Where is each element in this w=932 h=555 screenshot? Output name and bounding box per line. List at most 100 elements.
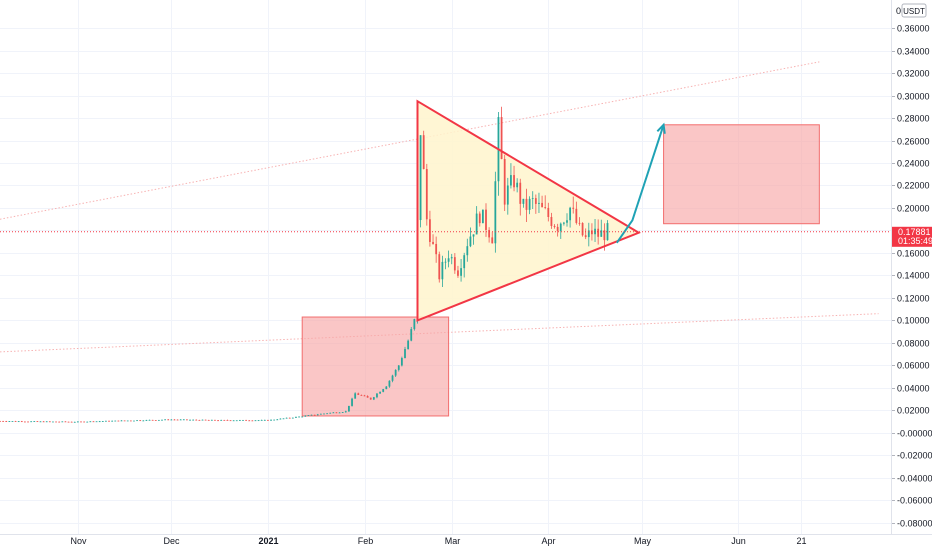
candle-body (422, 135, 425, 170)
projection-arrow-head (656, 122, 666, 134)
candle-body (129, 420, 132, 422)
candle-body (170, 419, 173, 421)
candle-body (179, 419, 182, 421)
candle-body (404, 349, 406, 359)
candle-body (167, 419, 170, 421)
price-tick-label: -0.08000 (897, 519, 932, 529)
candle-body (544, 207, 547, 208)
price-tick-label: -0.06000 (897, 496, 932, 506)
time-tick-label: Dec (163, 536, 180, 546)
candle-body (407, 340, 410, 350)
candle-body (478, 213, 481, 224)
candle-body (291, 417, 294, 419)
candle-body (267, 419, 269, 421)
candle-body (457, 270, 459, 276)
candle-body (432, 241, 434, 244)
candle-body (210, 419, 213, 421)
projection-arrow[interactable] (615, 124, 665, 244)
candle-body (36, 421, 39, 423)
candle-body (145, 419, 148, 421)
candle-body (594, 228, 596, 235)
candle-body (351, 398, 353, 406)
candle-body (17, 421, 20, 423)
candle-body (463, 255, 466, 269)
time-axis: Nov Dec 2021 Feb Mar Apr May Jun 21 (70, 536, 806, 546)
candle-body (161, 419, 163, 421)
candle-body (397, 365, 400, 370)
target-box[interactable] (663, 124, 820, 225)
chart-drawings-back (0, 61, 879, 417)
candle-body (556, 226, 559, 232)
price-tick-label: 0.28000 (897, 114, 930, 124)
candle-body (531, 198, 534, 199)
candle-body (578, 222, 581, 224)
candle-body (603, 230, 606, 241)
candle-body (379, 391, 381, 394)
candle-body (488, 229, 491, 238)
time-tick-label: May (634, 536, 652, 546)
candle-body (494, 181, 497, 244)
candle-body (435, 243, 438, 255)
price-tick-label: 0.08000 (897, 339, 930, 349)
candle-body (48, 421, 51, 423)
candle-body (425, 169, 428, 220)
price-tick-label: 0.32000 (897, 69, 930, 79)
time-tick-label: Apr (541, 536, 555, 546)
candle-body (126, 420, 129, 422)
candle-body (86, 421, 89, 423)
price-tick-label: 0.10000 (897, 316, 930, 326)
candle-body (8, 421, 11, 422)
candle-body (201, 419, 204, 421)
currency-badge[interactable]: USDT (901, 3, 927, 18)
candle-body (519, 182, 522, 204)
trend-line[interactable] (0, 61, 820, 220)
candle-body (92, 421, 95, 423)
candle-body (142, 420, 145, 422)
candle-body (182, 419, 185, 421)
candle-body (33, 421, 36, 423)
price-tick-label: 0.16000 (897, 249, 930, 259)
candle-body (217, 420, 219, 422)
candle-body (279, 418, 282, 420)
candle-body (475, 213, 478, 235)
accumulation-box[interactable] (301, 316, 450, 417)
candle-body (173, 419, 176, 421)
price-tick-label: 0.04000 (897, 384, 930, 394)
candle-body (534, 198, 537, 204)
price-axis: 0.36000 0.34000 0.32000 0.30000 0.28000 0.260… (892, 24, 932, 529)
candle-body (83, 421, 86, 423)
candle-body (516, 182, 519, 188)
last-price-badge: 0.17881 01:35:49 (892, 226, 932, 247)
candle-body (550, 217, 553, 226)
candle-body (108, 420, 110, 422)
price-tick-label: 0.26000 (897, 137, 930, 147)
candle-body (341, 412, 344, 413)
price-tick-label: 0.22000 (897, 181, 930, 191)
candle-body (5, 421, 8, 423)
candle-body (214, 419, 216, 421)
candle-body (14, 421, 17, 422)
candle-body (569, 207, 572, 221)
candle-body (76, 421, 79, 423)
candle-body (245, 419, 248, 421)
last-price-value: 0.17881 (898, 227, 931, 237)
candle-body (45, 421, 48, 423)
candle-body (285, 417, 288, 419)
candle-body (260, 419, 263, 421)
candle-body (575, 208, 578, 223)
price-tick-label: 0.12000 (897, 294, 930, 304)
candle-body (11, 421, 14, 422)
trend-line[interactable] (0, 313, 879, 353)
candle-body (105, 420, 107, 422)
price-tick-label: 0.36000 (897, 24, 930, 34)
candle-body (566, 220, 568, 223)
candle-body (157, 419, 160, 421)
candle-body (376, 393, 378, 398)
triangle-pattern-fill (417, 101, 639, 321)
candle-body (154, 420, 157, 421)
candle-body (295, 416, 297, 418)
candle-body (238, 420, 241, 421)
triangle-pattern[interactable] (416, 99, 641, 322)
candle-body (506, 185, 509, 205)
